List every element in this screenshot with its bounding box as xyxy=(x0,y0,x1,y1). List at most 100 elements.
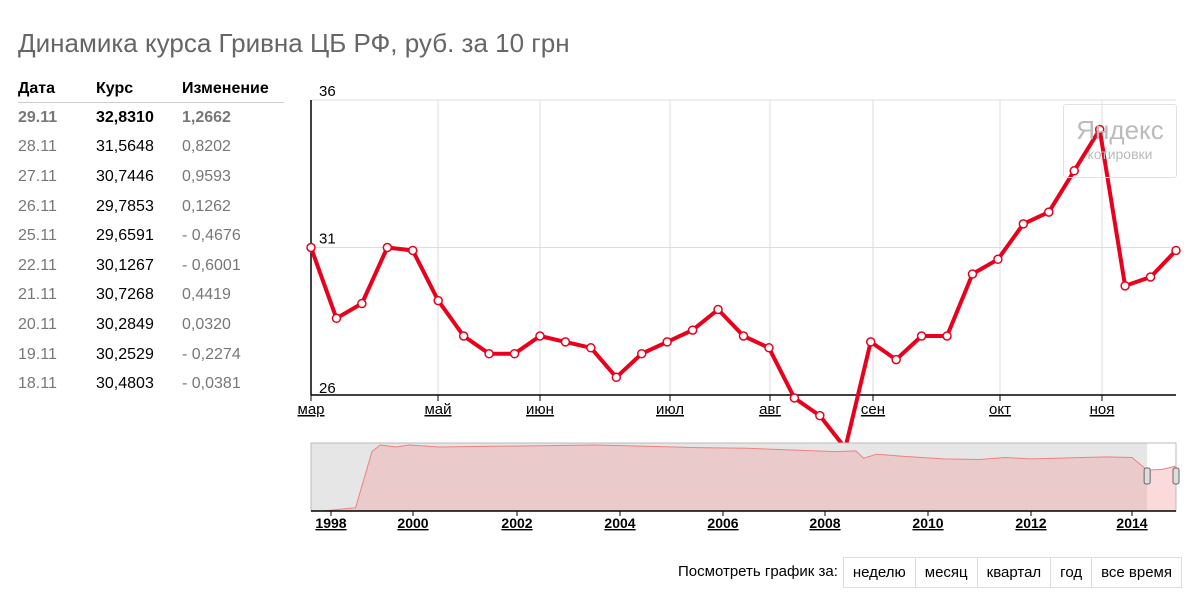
overview-year-label: 2010 xyxy=(912,515,943,531)
data-point xyxy=(713,304,723,315)
data-point xyxy=(458,331,469,341)
row-date: 28.11 xyxy=(18,138,57,156)
yandex-watermark: Яндекс котировки xyxy=(1063,104,1177,178)
period-all-time-button[interactable]: все время xyxy=(1091,557,1182,588)
data-point xyxy=(306,242,316,253)
y-tick-label: 26 xyxy=(319,380,336,397)
data-point xyxy=(560,337,571,347)
table-row: 29.11 32,8310 1,2662 xyxy=(18,103,284,133)
overview-shaded-range xyxy=(311,443,1148,511)
data-point xyxy=(408,245,418,256)
page-title: Динамика курса Гривна ЦБ РФ, руб. за 10 … xyxy=(18,28,570,58)
row-rate: 31,5648 xyxy=(96,138,154,156)
data-point xyxy=(636,348,647,359)
data-point xyxy=(815,410,825,421)
range-handle[interactable] xyxy=(1143,467,1151,485)
data-point xyxy=(916,331,927,341)
column-header-rate: Курс xyxy=(96,76,182,103)
row-date: 25.11 xyxy=(18,227,57,245)
row-date: 18.11 xyxy=(18,375,57,393)
table-header-row: Дата Курс Изменение xyxy=(18,76,284,103)
row-rate: 30,2849 xyxy=(96,315,154,333)
data-point xyxy=(1094,124,1105,135)
data-point xyxy=(891,354,901,365)
overview-year-label: 2000 xyxy=(397,515,428,531)
overview-year-label: 2014 xyxy=(1116,515,1147,531)
row-change: 0,0320 xyxy=(182,315,231,333)
table-row: 19.11 30,2529 - 0,2274 xyxy=(18,340,284,370)
period-controls: Посмотреть график за: неделю месяц кварт… xyxy=(678,557,1182,588)
data-point xyxy=(535,331,545,341)
overview-area xyxy=(311,444,1177,512)
row-rate: 30,7446 xyxy=(96,167,154,185)
row-rate: 30,1267 xyxy=(96,256,154,274)
table-row: 25.11 29,6591 - 0,4676 xyxy=(18,221,284,251)
x-tick-label: май xyxy=(424,401,451,418)
period-label: Посмотреть график за: xyxy=(678,563,838,580)
data-point xyxy=(738,331,749,341)
row-change: 0,8202 xyxy=(182,138,231,156)
data-point xyxy=(357,298,367,309)
row-rate: 32,8310 xyxy=(96,108,154,126)
data-point xyxy=(1145,272,1156,282)
row-rate: 30,7268 xyxy=(96,286,154,304)
x-tick-label: окт xyxy=(989,401,1011,418)
overview-year-label: 2008 xyxy=(809,515,840,531)
period-week-button[interactable]: неделю xyxy=(842,557,916,588)
overview-year-label: 1998 xyxy=(315,515,346,531)
data-point xyxy=(967,269,978,279)
table-row: 27.11 30,7446 0,9593 xyxy=(18,162,284,192)
table-row: 20.11 30,2849 0,0320 xyxy=(18,310,284,340)
row-change: 0,9593 xyxy=(182,167,231,185)
data-point xyxy=(764,343,774,353)
range-handle[interactable] xyxy=(1172,467,1180,485)
data-point xyxy=(687,325,698,335)
data-point xyxy=(865,337,876,347)
watermark-subtitle: котировки xyxy=(1087,146,1153,162)
row-rate: 30,2529 xyxy=(96,345,154,363)
row-date: 22.11 xyxy=(18,256,57,274)
row-rate: 29,7853 xyxy=(96,197,154,215)
x-tick-label: июл xyxy=(656,401,684,418)
period-quarter-button[interactable]: квартал xyxy=(976,557,1052,588)
overview-year-label: 2006 xyxy=(707,515,738,531)
row-date: 19.11 xyxy=(18,345,57,363)
period-month-button[interactable]: месяц xyxy=(914,557,978,588)
watermark-brand: Яндекс xyxy=(1076,115,1164,145)
row-date: 27.11 xyxy=(18,167,57,185)
x-tick-label: мар xyxy=(298,401,325,418)
row-change: - 0,0381 xyxy=(182,375,241,393)
table-row: 26.11 29,7853 0,1262 xyxy=(18,192,284,222)
row-change: - 0,6001 xyxy=(182,256,241,274)
data-point xyxy=(662,337,672,347)
period-year-button[interactable]: год xyxy=(1050,557,1093,588)
data-point xyxy=(331,313,342,324)
row-rate: 29,6591 xyxy=(96,227,154,245)
data-point xyxy=(942,331,952,341)
column-header-change: Изменение xyxy=(182,76,284,103)
table-row: 28.11 31,5648 0,8202 xyxy=(18,133,284,163)
row-change: 0,1262 xyxy=(182,197,231,215)
x-tick-label: авг xyxy=(759,401,781,418)
row-change: 0,4419 xyxy=(182,286,231,304)
x-tick-label: сен xyxy=(861,401,885,418)
table-row: 22.11 30,1267 - 0,6001 xyxy=(18,251,284,281)
data-point xyxy=(1044,207,1054,217)
data-point xyxy=(611,372,622,383)
row-change: - 0,4676 xyxy=(182,227,241,245)
data-point xyxy=(509,348,520,359)
data-point xyxy=(789,393,800,403)
overview-year-label: 2004 xyxy=(604,515,635,531)
x-tick-label: ноя xyxy=(1090,401,1115,418)
row-date: 21.11 xyxy=(18,286,57,304)
y-tick-label: 36 xyxy=(319,83,336,100)
row-rate: 30,4803 xyxy=(96,375,154,393)
row-date: 29.11 xyxy=(18,108,58,126)
overview-year-label: 2002 xyxy=(501,515,532,531)
data-point xyxy=(382,242,393,253)
data-point xyxy=(433,295,443,306)
data-point xyxy=(1171,245,1181,256)
row-date: 26.11 xyxy=(18,197,57,215)
row-date: 20.11 xyxy=(18,315,57,333)
